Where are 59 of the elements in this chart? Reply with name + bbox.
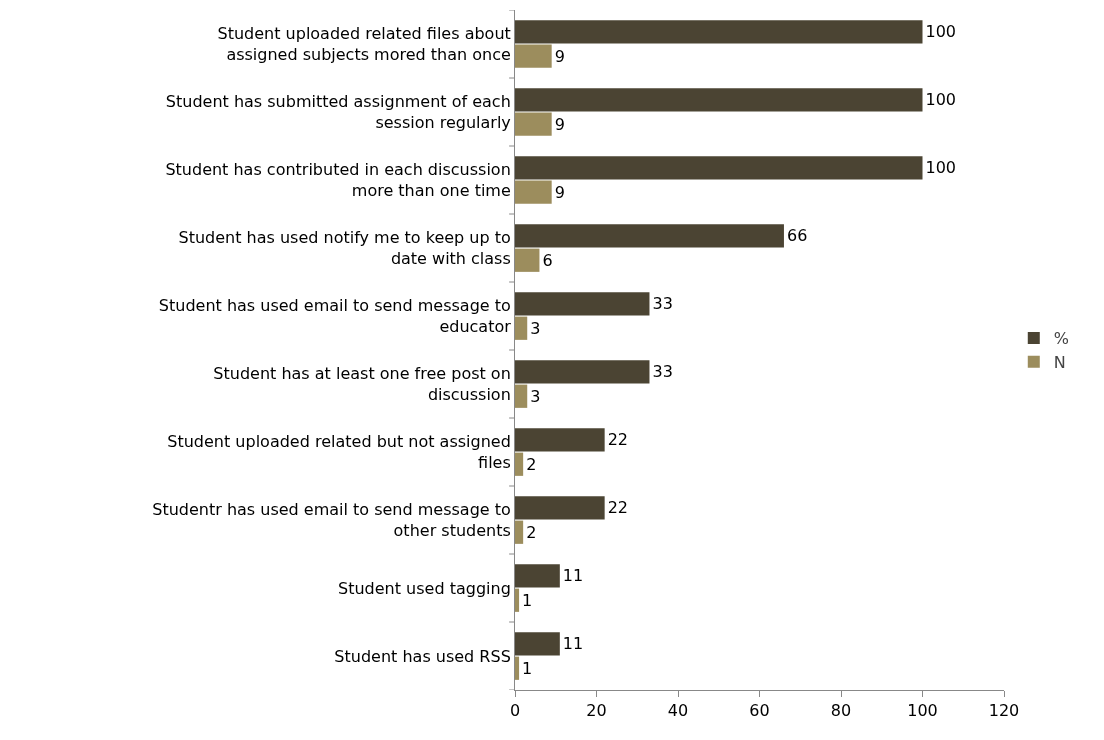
bar bbox=[515, 112, 552, 136]
bar bbox=[515, 316, 528, 340]
x-tick-label: 40 bbox=[667, 701, 689, 721]
data-label: 1 bbox=[522, 590, 533, 610]
bar bbox=[515, 156, 923, 180]
bar bbox=[515, 20, 923, 44]
bar bbox=[515, 292, 650, 316]
x-tick-label: 120 bbox=[988, 701, 1020, 721]
x-tick-label: 20 bbox=[586, 701, 607, 721]
y-tick-label: Student has submitted assignment of each session regularly bbox=[165, 92, 511, 132]
data-label: 3 bbox=[530, 318, 541, 338]
y-tick-label: Student used tagging bbox=[338, 578, 511, 598]
data-label: 9 bbox=[554, 46, 565, 66]
data-label: 100 bbox=[925, 90, 957, 110]
data-label: 100 bbox=[925, 22, 957, 42]
x-tick-label: 100 bbox=[907, 701, 938, 721]
bar bbox=[515, 564, 560, 588]
data-label: 33 bbox=[652, 294, 673, 314]
data-label: 3 bbox=[530, 386, 541, 406]
data-label: 100 bbox=[925, 158, 957, 178]
data-label: 11 bbox=[562, 634, 584, 654]
legend-label: % bbox=[1053, 329, 1069, 349]
bar bbox=[515, 656, 520, 680]
bar bbox=[515, 248, 540, 272]
data-label: 22 bbox=[607, 430, 629, 450]
x-tick-label: 0 bbox=[509, 701, 521, 721]
y-tick-label: Studentr has used email to send message to other students bbox=[152, 500, 511, 540]
bar bbox=[515, 588, 520, 612]
y-tick-label: Student has used email to send message to educator bbox=[158, 296, 512, 336]
bar bbox=[515, 384, 528, 408]
y-tick-label: Student has used RSS bbox=[334, 646, 511, 666]
bar bbox=[515, 360, 650, 384]
data-label: 22 bbox=[607, 498, 629, 518]
x-tick-label: 80 bbox=[830, 701, 852, 721]
data-label: 9 bbox=[554, 182, 565, 202]
data-label: 66 bbox=[786, 226, 808, 246]
x-tick-label: 60 bbox=[749, 701, 770, 721]
y-tick-label: Student uploaded related but not assigned files bbox=[167, 432, 511, 472]
data-label: 2 bbox=[526, 454, 537, 474]
bar bbox=[515, 44, 552, 68]
data-label: 33 bbox=[652, 362, 673, 382]
data-label: 1 bbox=[522, 658, 533, 678]
bar bbox=[515, 496, 605, 520]
bar bbox=[515, 632, 560, 656]
data-label: 11 bbox=[562, 566, 584, 586]
data-label: 6 bbox=[542, 250, 553, 270]
data-label: 9 bbox=[554, 114, 565, 134]
bar bbox=[515, 520, 524, 544]
y-tick-label: Student uploaded related files about assigned subjects mored than once bbox=[217, 24, 511, 64]
bar bbox=[515, 428, 605, 452]
bar bbox=[515, 180, 552, 204]
bar bbox=[515, 88, 923, 112]
y-tick-label: Student has used notify me to keep up to date with class bbox=[178, 228, 511, 268]
bar bbox=[515, 452, 524, 476]
y-tick-label: Student has contributed in each discussion more than one time bbox=[165, 160, 511, 200]
y-tick-label: Student has at least one free post on discussion bbox=[213, 364, 511, 404]
bar bbox=[515, 224, 784, 248]
data-label: 2 bbox=[526, 522, 537, 542]
legend-label: N bbox=[1053, 352, 1066, 372]
